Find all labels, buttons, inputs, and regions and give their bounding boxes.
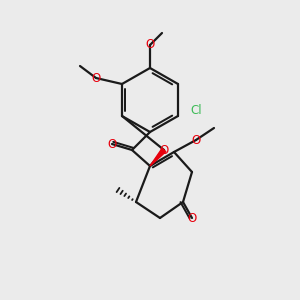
Text: Cl: Cl [190,103,202,116]
Text: O: O [107,137,117,151]
Text: O: O [191,134,201,146]
Text: O: O [92,71,100,85]
Text: O: O [146,38,154,52]
Text: O: O [159,143,169,157]
Text: O: O [188,212,196,224]
Polygon shape [150,148,166,166]
